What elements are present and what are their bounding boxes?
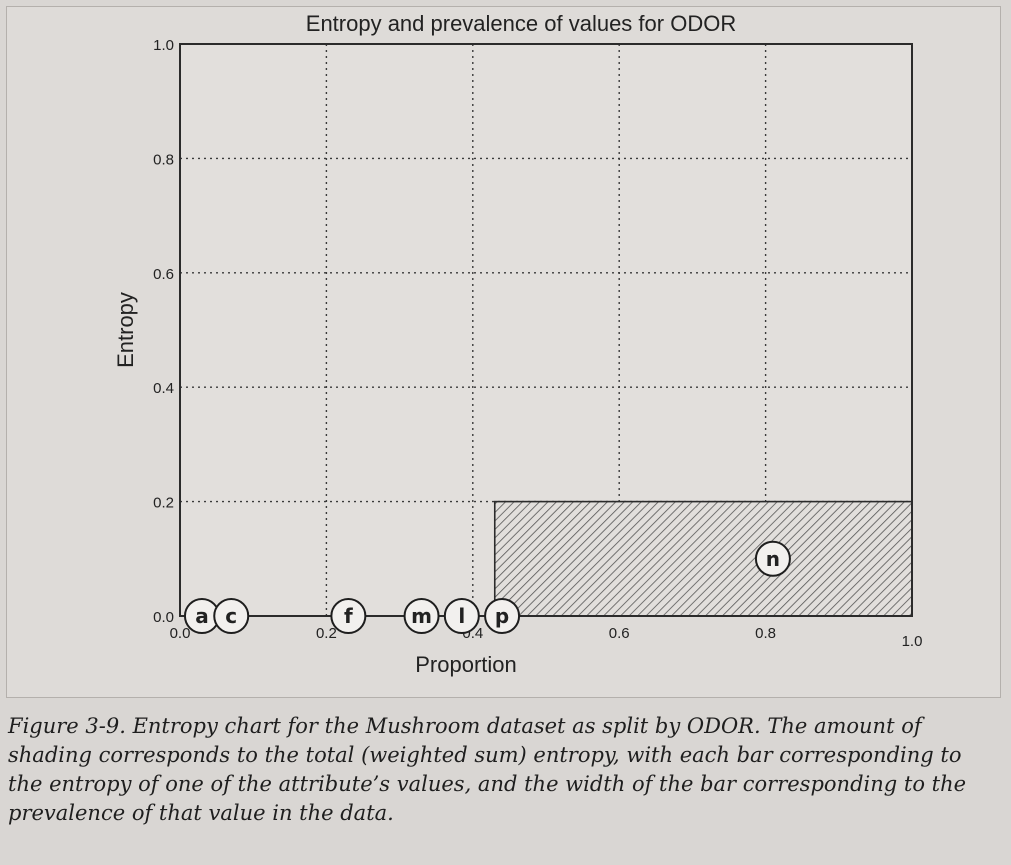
x-axis-label: Proportion <box>415 652 517 677</box>
bar-n <box>493 500 913 617</box>
caption-label: Figure 3-9. <box>8 714 126 738</box>
bar-label-circle-p <box>484 598 521 634</box>
bar-label-p: p <box>495 604 509 628</box>
x-tick-label-0: 0.0 <box>170 625 191 642</box>
bar-label-circle-n <box>754 540 791 577</box>
x-tick-label-5: 1.0 <box>902 633 923 650</box>
bar-label-a: a <box>195 604 209 628</box>
x-tick-label-4: 0.8 <box>755 625 776 642</box>
bar-label-circle-l <box>443 598 480 634</box>
y-tick-label-5: 1.0 <box>153 37 174 54</box>
y-tick-label-0: 0.0 <box>153 609 174 626</box>
chart-title: Entropy and prevalence of values for ODO… <box>306 11 736 36</box>
entropy-chart: 0.00.20.40.60.81.00.0 0.2 0.4 0.6 0.8 1.0a c f m… <box>113 11 923 677</box>
bar-label-circle-c <box>213 598 250 634</box>
bar-label-circle-f <box>330 598 367 634</box>
y-axis-label: Entropy <box>113 292 138 368</box>
y-tick-label-3: 0.6 <box>153 266 174 283</box>
x-tick-label-1: 0.2 <box>316 625 337 642</box>
bar-label-circle-m <box>403 598 440 634</box>
x-tick-label-3: 0.6 <box>609 625 630 642</box>
figure-panel: 0.0 0.2 0.4 0.6 0.8 1.0 0.0 0.2 0.4 0.6 0.8 1.0 a c f m… <box>6 6 1001 698</box>
y-tick-label-4: 0.8 <box>153 151 174 168</box>
axis-frame <box>179 43 913 617</box>
bar-label-m: m <box>411 604 432 628</box>
bar-label-c: c <box>225 604 237 628</box>
caption-text: Entropy chart for the Mushroom dataset a… <box>8 714 967 825</box>
figure-caption: Figure 3-9. Entropy chart for the Mushro… <box>8 712 998 828</box>
y-tick-label-1: 0.2 <box>153 495 174 512</box>
bar-label-l: l <box>458 604 465 628</box>
bar-label-f: f <box>344 604 353 628</box>
bar-label-n: n <box>766 547 780 571</box>
y-tick-label-2: 0.4 <box>153 380 174 397</box>
